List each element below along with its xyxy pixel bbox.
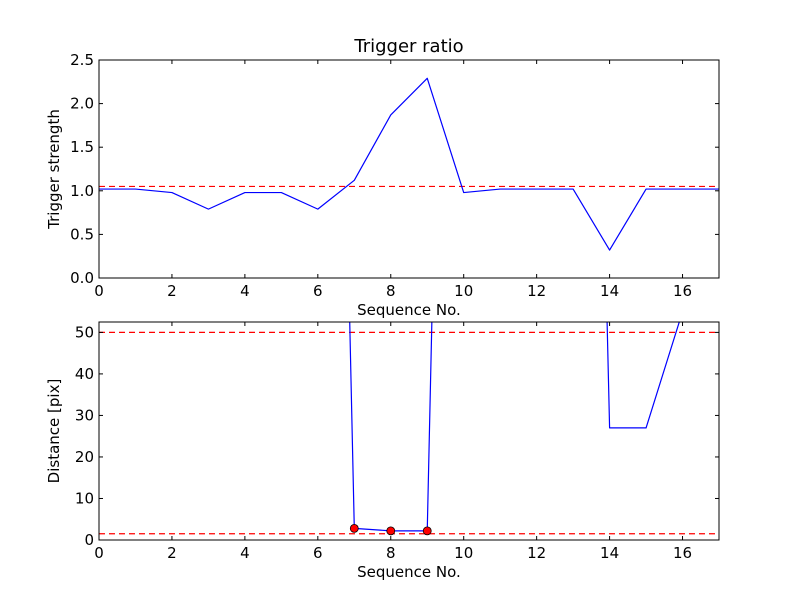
x-tick-label: 6 bbox=[313, 282, 323, 300]
y-tick-label: 20 bbox=[75, 448, 94, 466]
x-tick-label: 0 bbox=[94, 544, 104, 562]
x-tick-label: 12 bbox=[527, 544, 546, 562]
x-tick-label: 4 bbox=[240, 544, 250, 562]
x-tick-label: 4 bbox=[240, 282, 250, 300]
x-tick-label: 16 bbox=[673, 544, 692, 562]
x-axis-label: Sequence No. bbox=[357, 301, 461, 319]
y-tick-label: 1.0 bbox=[70, 182, 94, 200]
x-tick-label: 16 bbox=[673, 282, 692, 300]
y-tick-label: 30 bbox=[75, 406, 94, 424]
y-tick-label: 10 bbox=[75, 489, 94, 507]
plot-area bbox=[99, 322, 719, 540]
y-tick-label: 2.0 bbox=[70, 95, 94, 113]
x-tick-label: 6 bbox=[313, 544, 323, 562]
x-tick-label: 14 bbox=[600, 282, 619, 300]
x-tick-label: 8 bbox=[386, 282, 396, 300]
data-point-marker-2 bbox=[422, 526, 432, 536]
chart-title: Trigger ratio bbox=[353, 36, 463, 57]
x-tick-label: 12 bbox=[527, 282, 546, 300]
series-line-0 bbox=[349, 322, 680, 532]
x-tick-label: 2 bbox=[167, 544, 177, 562]
y-tick-label: 0.5 bbox=[70, 225, 94, 243]
y-tick-label: 50 bbox=[75, 323, 94, 341]
y-tick-label: 2.5 bbox=[70, 51, 94, 69]
x-tick-label: 8 bbox=[386, 544, 396, 562]
y-tick-label: 1.5 bbox=[70, 138, 94, 156]
chart-panel-0: 0 2 4 6 8 10 12 14 16 0.0 0.5 1.0 1.5 2.0 2.5 Sequence … bbox=[45, 36, 720, 319]
plot-area bbox=[99, 60, 719, 278]
x-tick-label: 10 bbox=[454, 282, 473, 300]
y-tick-label: 0 bbox=[84, 531, 94, 549]
data-point-marker-0 bbox=[349, 523, 359, 533]
y-tick-label: 40 bbox=[75, 365, 94, 383]
axes-frame bbox=[98, 59, 720, 279]
x-tick-label: 0 bbox=[94, 282, 104, 300]
data-point-marker-1 bbox=[386, 526, 396, 536]
x-tick-label: 14 bbox=[600, 544, 619, 562]
y-axis-label: Trigger strength bbox=[45, 109, 63, 230]
series-line-0 bbox=[99, 77, 719, 251]
chart-panel-1: 0 2 4 6 8 10 12 14 16 0 10 20 30 40 50 Sequence No. Dist… bbox=[45, 321, 720, 581]
x-tick-label: 2 bbox=[167, 282, 177, 300]
x-tick-label: 10 bbox=[454, 544, 473, 562]
y-axis-label: Distance [pix] bbox=[45, 379, 63, 484]
x-axis-label: Sequence No. bbox=[357, 563, 461, 581]
y-tick-label: 0.0 bbox=[70, 269, 94, 287]
axes-frame bbox=[98, 321, 720, 541]
